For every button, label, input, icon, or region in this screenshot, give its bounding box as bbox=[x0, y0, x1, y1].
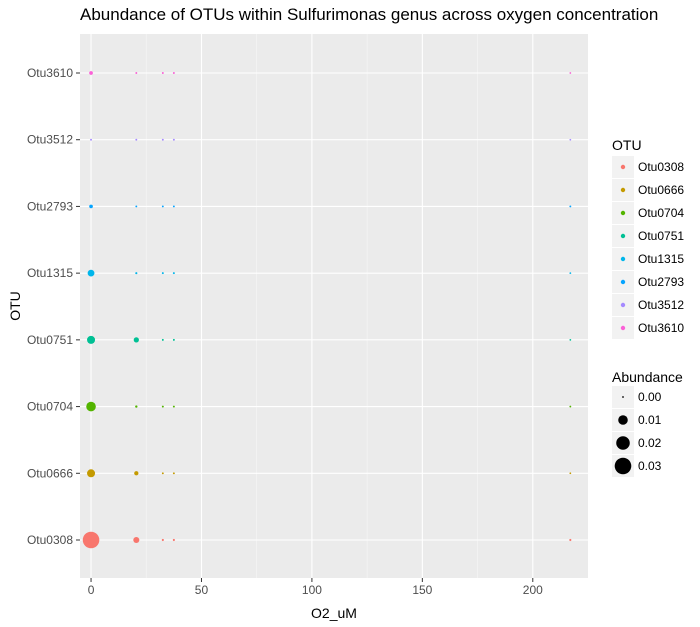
data-point bbox=[172, 72, 175, 74]
size-key-dot bbox=[614, 457, 632, 475]
data-point bbox=[161, 72, 164, 74]
data-point bbox=[569, 405, 572, 408]
data-point bbox=[172, 338, 175, 341]
y-tick-label: Otu0308 bbox=[27, 533, 73, 547]
data-point bbox=[569, 338, 572, 341]
size-key-dot bbox=[622, 396, 624, 398]
data-point bbox=[569, 472, 572, 475]
legend-key-otu3610 bbox=[620, 325, 626, 331]
legend-key-otu0751 bbox=[620, 233, 626, 239]
size-legend-label: 0.00 bbox=[638, 390, 662, 404]
legend-label: Otu1315 bbox=[638, 252, 684, 266]
data-point bbox=[87, 469, 96, 478]
size-key-dot bbox=[616, 436, 630, 450]
data-point bbox=[161, 138, 164, 141]
data-point bbox=[569, 72, 572, 74]
data-point bbox=[135, 272, 138, 275]
data-point bbox=[161, 405, 164, 408]
x-tick-label: 200 bbox=[523, 583, 543, 597]
data-point bbox=[90, 138, 93, 141]
x-tick-label: 50 bbox=[195, 583, 209, 597]
data-point bbox=[172, 272, 175, 275]
data-point bbox=[135, 205, 138, 208]
data-point bbox=[135, 405, 138, 408]
color-legend-title: OTU bbox=[612, 137, 642, 153]
x-tick-label: 150 bbox=[412, 583, 432, 597]
data-point bbox=[133, 536, 140, 544]
data-point bbox=[161, 472, 164, 475]
y-tick-label: Otu3512 bbox=[27, 133, 73, 147]
size-legend-label: 0.02 bbox=[638, 436, 662, 450]
y-axis-title: OTU bbox=[7, 291, 23, 321]
data-point bbox=[569, 538, 572, 542]
data-point bbox=[569, 205, 572, 208]
y-tick-label: Otu0666 bbox=[27, 466, 73, 480]
y-axis-ticks: Otu0308 Otu0666 Otu0704 Otu0751 Otu1315 Otu27… bbox=[27, 66, 80, 547]
x-axis-title: O2_uM bbox=[311, 605, 357, 621]
legend-label: Otu0704 bbox=[638, 206, 684, 220]
color-legend: OTU Otu0308 Otu0666 Otu0704 Otu0751 Otu1315 O… bbox=[612, 137, 684, 339]
x-tick-label: 100 bbox=[302, 583, 322, 597]
legend-key-otu0666 bbox=[620, 187, 626, 193]
data-point bbox=[89, 204, 93, 209]
data-point bbox=[569, 138, 572, 141]
data-point bbox=[87, 335, 96, 344]
size-legend-label: 0.03 bbox=[638, 459, 662, 473]
legend-label: Otu0666 bbox=[638, 183, 684, 197]
data-point bbox=[87, 269, 95, 277]
data-point bbox=[134, 471, 139, 476]
data-point bbox=[82, 531, 100, 549]
y-tick-label: Otu1315 bbox=[27, 266, 73, 280]
data-point bbox=[135, 138, 138, 141]
y-tick-label: Otu2793 bbox=[27, 199, 73, 213]
data-point bbox=[135, 72, 138, 74]
legend-key-otu0704 bbox=[620, 210, 626, 216]
legend-label: Otu0751 bbox=[638, 229, 684, 243]
legend-key-otu1315 bbox=[620, 256, 626, 262]
data-point bbox=[161, 538, 164, 542]
data-point bbox=[89, 71, 93, 75]
data-point bbox=[161, 205, 164, 208]
x-tick-label: 0 bbox=[88, 583, 95, 597]
chart-title: Abundance of OTUs within Sulfurimonas ge… bbox=[80, 5, 659, 24]
data-point bbox=[172, 205, 175, 208]
size-key-dot bbox=[618, 415, 628, 425]
data-point bbox=[86, 401, 96, 412]
legend-label: Otu2793 bbox=[638, 275, 684, 289]
size-legend: Abundance 0.00 0.01 0.02 0.03 bbox=[612, 369, 683, 477]
y-tick-label: Otu0704 bbox=[27, 400, 73, 414]
legend-key-otu3512 bbox=[620, 302, 626, 308]
data-points bbox=[82, 71, 572, 549]
data-point bbox=[172, 405, 175, 408]
size-legend-label: 0.01 bbox=[638, 413, 662, 427]
grid-minor bbox=[145, 34, 478, 578]
data-point bbox=[172, 138, 175, 141]
y-tick-label: Otu3610 bbox=[27, 66, 73, 80]
legend-key-otu0308 bbox=[620, 164, 626, 170]
data-point bbox=[172, 472, 175, 475]
x-axis-ticks: 0 50 100 150 200 bbox=[88, 578, 543, 597]
data-point bbox=[161, 338, 164, 341]
legend-label: Otu3610 bbox=[638, 321, 684, 335]
legend-label: Otu3512 bbox=[638, 298, 684, 312]
y-tick-label: Otu0751 bbox=[27, 333, 73, 347]
data-point bbox=[161, 272, 164, 275]
grid-major bbox=[80, 34, 588, 578]
legend-key-otu2793 bbox=[620, 279, 626, 285]
legend-label: Otu0308 bbox=[638, 160, 684, 174]
plot-panel bbox=[80, 34, 588, 578]
size-legend-title: Abundance bbox=[612, 369, 683, 385]
data-point bbox=[569, 272, 572, 275]
data-point bbox=[133, 337, 139, 343]
data-point bbox=[172, 538, 175, 542]
